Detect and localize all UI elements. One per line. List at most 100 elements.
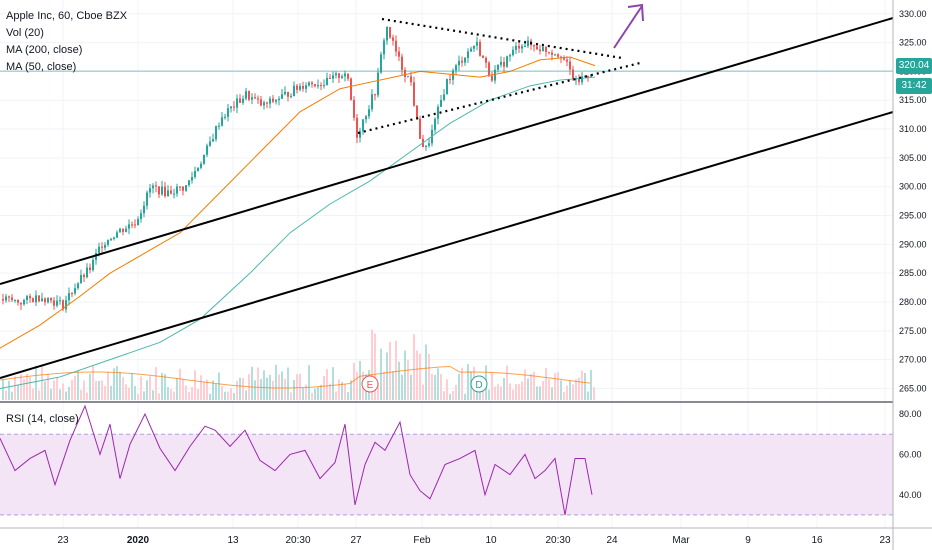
candle-body (398, 51, 400, 57)
candle-body (89, 267, 91, 270)
time-tick-label: 20:30 (285, 535, 310, 546)
volume-bar (110, 385, 112, 400)
candle-body (566, 59, 568, 62)
volume-bar (437, 368, 439, 400)
candle-body (74, 288, 76, 294)
rsi-indicator-label[interactable]: RSI (14, close) (6, 413, 79, 425)
candle-body (473, 45, 475, 49)
candle-body (47, 297, 49, 303)
volume-bar (554, 373, 556, 400)
volume-bar (494, 386, 496, 400)
candle-body (362, 119, 364, 132)
candle-body (149, 188, 151, 193)
volume-bar (59, 389, 61, 400)
candle-body (380, 54, 382, 73)
volume-bar (305, 384, 307, 400)
vol-indicator-label[interactable]: Vol (20) (6, 27, 44, 39)
symbol-title[interactable]: Apple Inc, 60, Cboe BZX (6, 10, 128, 22)
candle-body (518, 45, 520, 49)
candle-body (233, 106, 235, 108)
price-tick-label: 285.00 (899, 268, 927, 278)
volume-bar (35, 365, 37, 400)
candle-body (122, 228, 124, 232)
ma200-line (0, 76, 596, 389)
candle-body (479, 41, 481, 56)
rsi-tick-label: 60.00 (899, 449, 922, 459)
candle-body (185, 185, 187, 191)
candle-body (335, 73, 337, 76)
candle-body (482, 55, 484, 58)
candle-body (512, 49, 514, 56)
volume-bar (479, 392, 481, 400)
volume-bar (443, 391, 445, 400)
candle-body (320, 85, 322, 87)
volume-bar (335, 391, 337, 400)
rsi-tick-label: 40.00 (899, 490, 922, 500)
candle-body (368, 109, 370, 117)
candle-body (452, 70, 454, 80)
candle-body (137, 219, 139, 226)
volume-bar (77, 371, 79, 400)
candle-body (248, 91, 250, 100)
candle-body (410, 76, 412, 83)
volume-bar (548, 379, 550, 400)
time-tick-label: 20:30 (545, 535, 570, 546)
ma50-indicator-label[interactable]: MA (50, close) (6, 61, 77, 73)
candle-body (176, 186, 178, 194)
volume-bar (191, 387, 193, 400)
volume-bar (569, 380, 571, 400)
volume-bar (137, 393, 139, 400)
volume-bar (80, 389, 82, 400)
candle-body (503, 62, 505, 67)
candle-body (536, 46, 538, 50)
volume-bar (413, 334, 415, 400)
volume-bar (71, 379, 73, 400)
volume-bar (185, 385, 187, 400)
volume-bar (542, 381, 544, 400)
volume-bar (560, 380, 562, 400)
candle-body (440, 99, 442, 107)
volume-bar (62, 383, 64, 400)
time-tick-label: 23 (879, 535, 891, 546)
volume-bar (173, 391, 175, 400)
candle-body (29, 296, 31, 299)
candle-body (584, 75, 586, 77)
candle-body (587, 75, 589, 77)
candle-body (5, 296, 7, 301)
candle-body (416, 105, 418, 119)
candle-body (56, 300, 58, 306)
volume-bar (500, 386, 502, 400)
candle-body (167, 190, 169, 197)
volume-bar (587, 391, 589, 400)
candle-body (65, 300, 67, 310)
volume-bar (329, 383, 331, 400)
volume-bar (527, 378, 529, 400)
candle-body (551, 52, 553, 55)
volume-bar (176, 377, 178, 400)
candle-body (17, 299, 19, 303)
candle-body (497, 64, 499, 70)
candle-body (257, 98, 259, 100)
candle-body (563, 58, 565, 60)
volume-bar (326, 369, 328, 400)
price-tick-label: 265.00 (899, 383, 927, 393)
volume-bar (182, 379, 184, 400)
candle-body (32, 298, 34, 303)
volume-bar (20, 374, 22, 400)
candle-body (491, 75, 493, 81)
volume-bar (551, 387, 553, 400)
volume-bar (488, 389, 490, 400)
time-tick-label: 10 (485, 535, 497, 546)
candle-body (131, 224, 133, 226)
candle-body (374, 94, 376, 96)
price-tick-label: 270.00 (899, 355, 927, 365)
candle-body (209, 141, 211, 146)
volume-bar (221, 385, 223, 400)
ma200-indicator-label[interactable]: MA (200, close) (6, 44, 83, 56)
candle-body (20, 302, 22, 305)
volume-bar (47, 373, 49, 400)
candle-body (569, 61, 571, 70)
candle-body (191, 176, 193, 181)
candle-body (293, 85, 295, 96)
